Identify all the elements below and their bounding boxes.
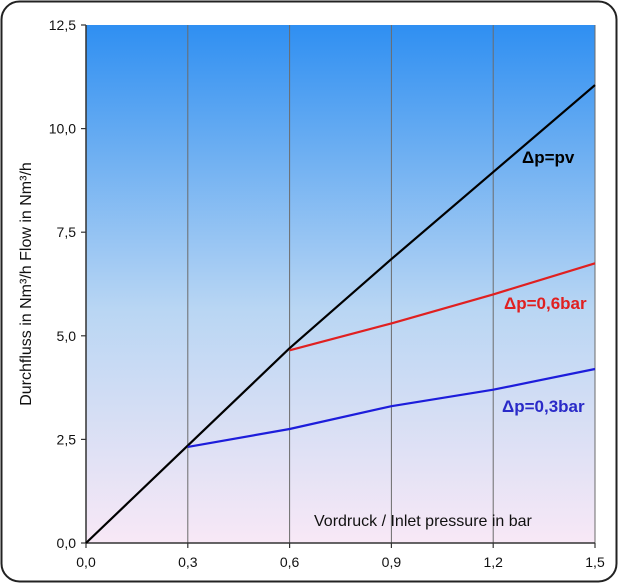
series-0-line	[85, 84, 596, 544]
y-tick-label-0: 0,0	[57, 535, 77, 551]
tick-labels: 0,0 2,5 5,0 7,5 10,0 12,5 0,0 0,3 0,6 0,9 1,2 1,5	[49, 17, 605, 570]
y-tick-label-5: 12,5	[49, 17, 76, 33]
plot-area	[86, 25, 595, 543]
x-tick-label-1: 0,3	[178, 554, 198, 570]
series-label-dp-pv: Δp=pv	[522, 148, 575, 167]
series-1-line	[289, 262, 596, 352]
axes	[85, 25, 595, 544]
grid-lines	[187, 25, 596, 543]
x-tick-label-3: 0,9	[382, 554, 402, 570]
y-tick-label-3: 7,5	[57, 224, 77, 240]
x-tick-label-4: 1,2	[483, 554, 503, 570]
y-tick-label-4: 10,0	[49, 121, 76, 137]
y-axis-title: Durchfluss in Nm³/h Flow in Nm³/h	[18, 162, 35, 406]
x-tick-label-0: 0,0	[76, 554, 96, 570]
y-tick-label-1: 2,5	[57, 431, 77, 447]
x-axis-title: Vordruck / Inlet pressure in bar	[314, 513, 533, 530]
series-2-line	[187, 367, 596, 448]
y-tick-label-2: 5,0	[57, 328, 77, 344]
series-lines	[85, 84, 596, 544]
series-label-dp-0-6bar: Δp=0,6bar	[504, 294, 587, 313]
x-tick-label-5: 1,5	[585, 554, 605, 570]
x-tick-label-2: 0,6	[280, 554, 300, 570]
series-label-dp-0-3bar: Δp=0,3bar	[502, 397, 585, 416]
